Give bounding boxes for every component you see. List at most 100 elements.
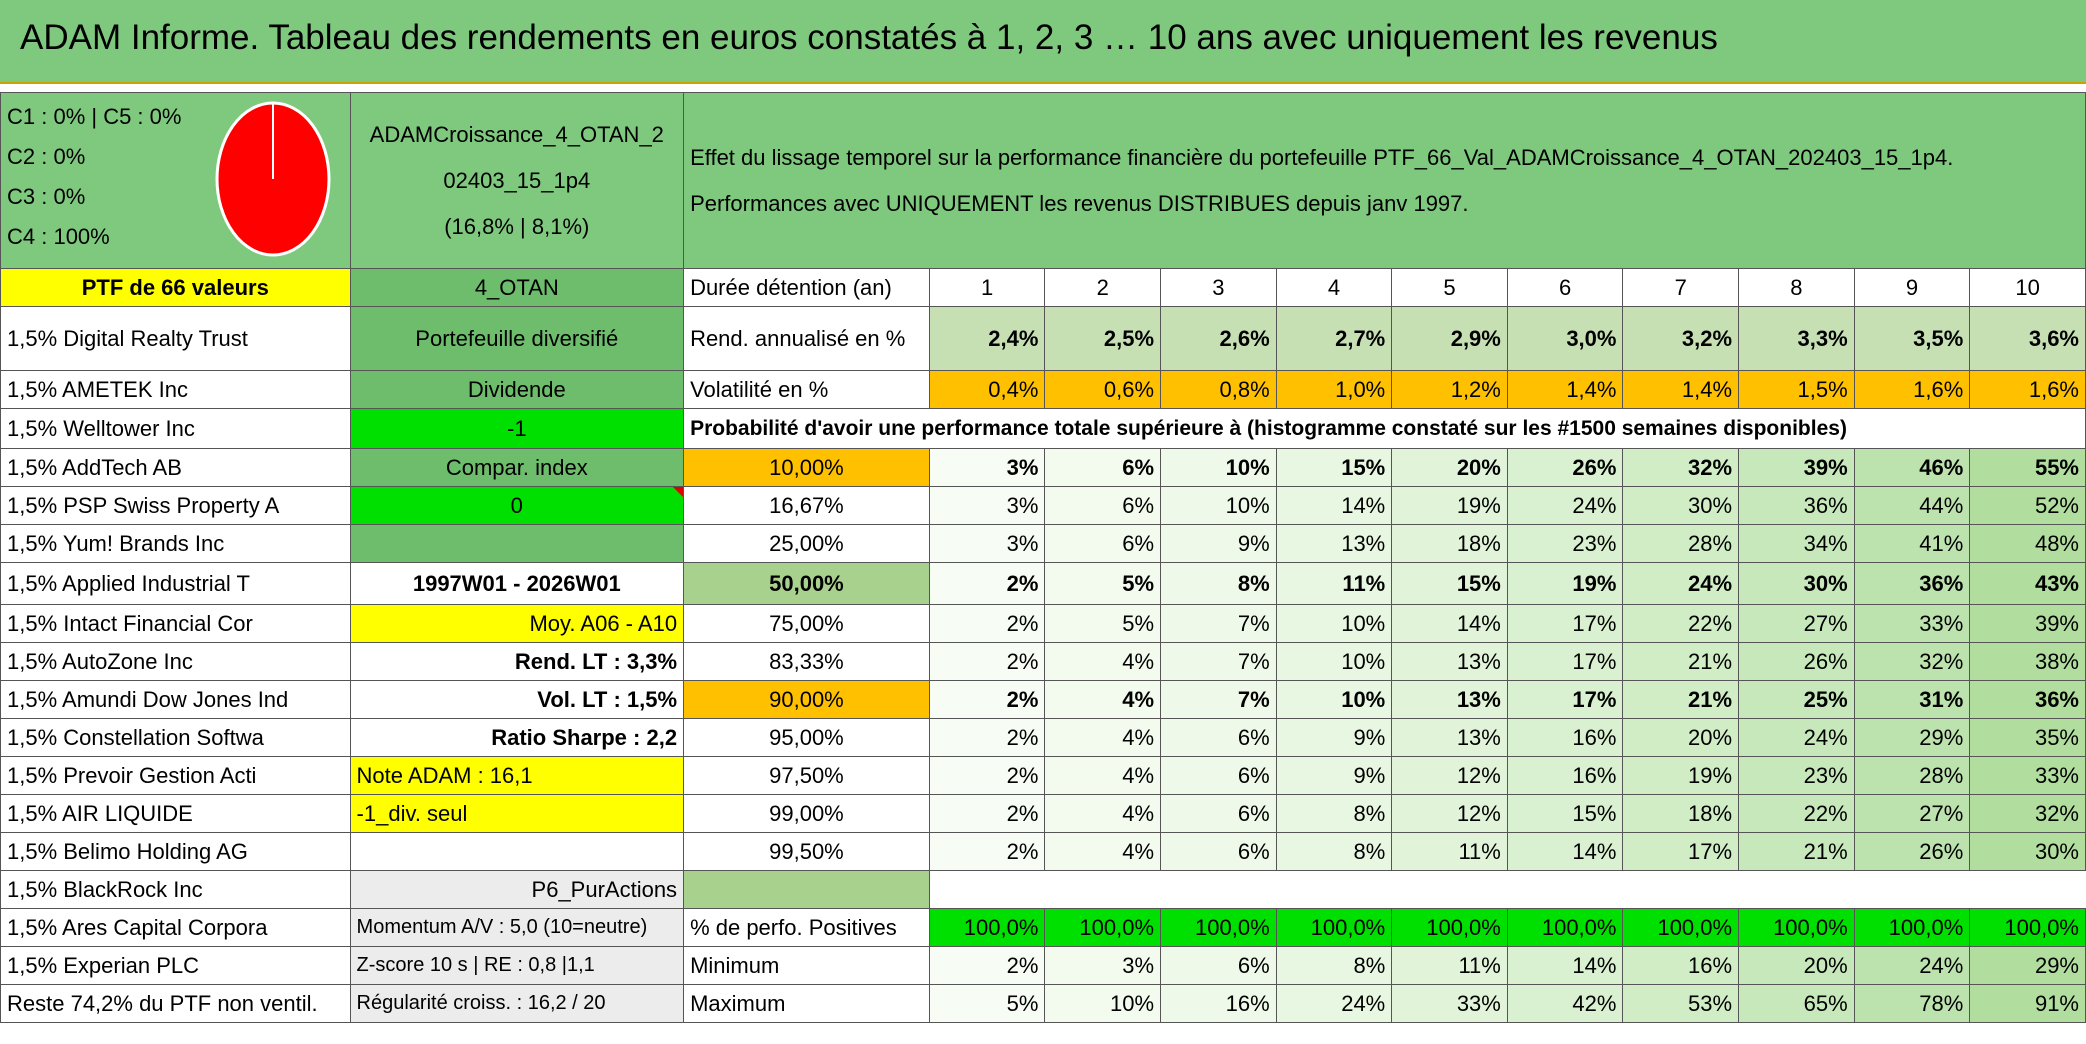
page-title: ADAM Informe. Tableau des rendements en … <box>20 18 1718 57</box>
compar-index-value: 0 <box>349 486 685 525</box>
probability-value: 44% <box>1853 486 1971 525</box>
positives-value: 100,0% <box>1391 908 1508 947</box>
vol-lt: Vol. LT : 1,5% <box>349 680 685 719</box>
portfolio-code: 4_OTAN <box>349 268 685 307</box>
maximum-value: 16% <box>1160 984 1277 1023</box>
probability-value: 22% <box>1622 604 1740 643</box>
title-bar: ADAM Informe. Tableau des rendements en … <box>0 0 2086 84</box>
probability-value: 28% <box>1622 524 1740 563</box>
probability-value: 31% <box>1853 680 1971 719</box>
probability-value: 43% <box>1969 562 2086 605</box>
probability-value: 41% <box>1853 524 1971 563</box>
probability-value: 10% <box>1275 680 1393 719</box>
probability-value: 10% <box>1160 448 1277 487</box>
holding-row: 1,5% PSP Swiss Property A <box>0 486 351 525</box>
positives-value: 100,0% <box>1622 908 1740 947</box>
probability-level: 16,67% <box>683 486 930 525</box>
probability-value: 19% <box>1622 756 1740 795</box>
moy-label: Moy. A06 - A10 <box>349 604 685 643</box>
maximum-value: 10% <box>1044 984 1162 1023</box>
probability-value: 10% <box>1275 642 1393 681</box>
allocation-pie-chart <box>215 101 331 257</box>
vol-value: 1,0% <box>1275 370 1393 409</box>
portfolio-name-line: (16,8% | 8,1%) <box>444 213 590 239</box>
minimum-value: 2% <box>928 946 1046 985</box>
probability-level: 99,00% <box>683 794 930 833</box>
probability-value: 48% <box>1969 524 2086 563</box>
rend-value: 3,2% <box>1622 306 1740 371</box>
probability-value: 9% <box>1275 718 1393 757</box>
year-header: 6 <box>1506 268 1624 307</box>
minimum-value: 24% <box>1853 946 1971 985</box>
regularite-label: Régularité croiss. : 16,2 / 20 <box>349 984 685 1023</box>
ptf-count-label: PTF de 66 valeurs <box>0 268 351 307</box>
maximum-value: 33% <box>1391 984 1508 1023</box>
probability-value: 17% <box>1506 680 1624 719</box>
vol-label: Volatilité en % <box>683 370 930 409</box>
probability-value: 52% <box>1969 486 2086 525</box>
probability-value: 22% <box>1738 794 1855 833</box>
vol-value: 1,4% <box>1622 370 1740 409</box>
minimum-value: 29% <box>1969 946 2086 985</box>
probability-value: 8% <box>1275 794 1393 833</box>
probability-level: 97,50% <box>683 756 930 795</box>
maximum-value: 91% <box>1969 984 2086 1023</box>
year-header: 9 <box>1853 268 1971 307</box>
probability-value: 33% <box>1969 756 2086 795</box>
diversified-label: Portefeuille diversifié <box>349 306 685 371</box>
minimum-value: 3% <box>1044 946 1162 985</box>
probability-value: 6% <box>1160 756 1277 795</box>
maximum-value: 42% <box>1506 984 1624 1023</box>
div-seul: -1_div. seul <box>349 794 685 833</box>
legend-item: C2 : 0% <box>7 144 86 169</box>
probability-level: 25,00% <box>683 524 930 563</box>
empty-cell <box>683 870 930 909</box>
portfolio-name-cell: ADAMCroissance_4_OTAN_2 02403_15_1p4 (16,8… <box>349 92 685 269</box>
holding-row: 1,5% AMETEK Inc <box>0 370 351 409</box>
probability-value: 20% <box>1391 448 1508 487</box>
probability-value: 24% <box>1738 718 1855 757</box>
probability-value: 28% <box>1853 756 1971 795</box>
vol-value: 1,2% <box>1391 370 1508 409</box>
probability-value: 4% <box>1044 756 1162 795</box>
year-header: 1 <box>928 268 1046 307</box>
year-header: 2 <box>1044 268 1162 307</box>
probability-value: 29% <box>1853 718 1971 757</box>
probability-value: 4% <box>1044 832 1162 871</box>
legend-item: C1 : 0% | C5 : 0% <box>7 104 182 129</box>
holding-row: 1,5% BlackRock Inc <box>0 870 351 909</box>
holding-row: 1,5% Intact Financial Cor <box>0 604 351 643</box>
probability-value: 6% <box>1160 794 1277 833</box>
positives-value: 100,0% <box>928 908 1046 947</box>
probability-value: 4% <box>1044 718 1162 757</box>
holding-row: 1,5% Constellation Softwa <box>0 718 351 757</box>
performance-sheet: C1 : 0% | C5 : 0% C2 : 0% C3 : 0% C4 : 100%… <box>0 92 2086 1023</box>
probability-value: 6% <box>1160 718 1277 757</box>
probability-value: 21% <box>1622 680 1740 719</box>
momentum-label: Momentum A/V : 5,0 (10=neutre) <box>349 908 685 947</box>
probability-value: 2% <box>928 642 1046 681</box>
probability-value: 6% <box>1044 486 1162 525</box>
effect-description: Effet du lissage temporel sur la perform… <box>683 92 2086 269</box>
probability-value: 27% <box>1853 794 1971 833</box>
adam-note: Note ADAM : 16,1 <box>349 756 685 795</box>
probability-value: 24% <box>1506 486 1624 525</box>
rend-value: 3,0% <box>1506 306 1624 371</box>
vol-value: 1,6% <box>1853 370 1971 409</box>
portfolio-name-line: ADAMCroissance_4_OTAN_2 <box>369 121 664 147</box>
probability-value: 4% <box>1044 794 1162 833</box>
maximum-value: 53% <box>1622 984 1740 1023</box>
probability-value: 17% <box>1506 604 1624 643</box>
probability-value: 26% <box>1506 448 1624 487</box>
rend-value: 2,4% <box>928 306 1046 371</box>
maximum-value: 65% <box>1738 984 1855 1023</box>
probability-value: 14% <box>1506 832 1624 871</box>
probability-value: 18% <box>1391 524 1508 563</box>
probability-value: 17% <box>1622 832 1740 871</box>
probability-value: 35% <box>1969 718 2086 757</box>
probability-level: 10,00% <box>683 448 930 487</box>
probability-value: 5% <box>1044 604 1162 643</box>
rend-lt: Rend. LT : 3,3% <box>349 642 685 681</box>
probability-value: 15% <box>1506 794 1624 833</box>
